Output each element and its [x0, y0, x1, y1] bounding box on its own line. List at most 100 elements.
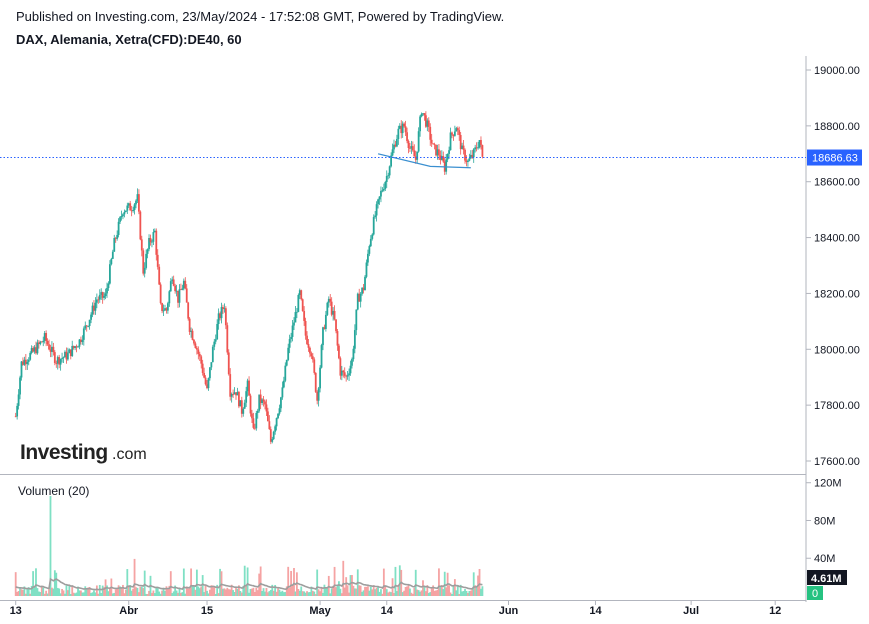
candle [353, 324, 356, 354]
candle [423, 113, 426, 121]
volume-bar [378, 591, 381, 596]
volume-bar [180, 592, 182, 596]
volume-bar [275, 591, 278, 596]
volume-bar [227, 589, 230, 596]
volume-bar [53, 570, 56, 596]
volume-bar [109, 588, 111, 596]
candle [301, 298, 304, 312]
volume-bar [52, 588, 55, 596]
candle [177, 290, 179, 308]
candle [248, 376, 250, 396]
candle [426, 118, 429, 132]
volume-bar [127, 585, 130, 596]
candle [246, 378, 249, 397]
candle [191, 328, 194, 341]
candle [19, 375, 21, 400]
candle [317, 386, 320, 407]
volume-bar [48, 588, 50, 596]
volume-bar [158, 591, 161, 596]
candle [285, 359, 288, 367]
volume-bar [37, 591, 40, 596]
time-tick-label: Jul [683, 605, 699, 617]
volume-bar [313, 591, 316, 596]
candle [313, 357, 316, 375]
volume-bar [230, 584, 233, 596]
candle [197, 346, 200, 360]
volume-bar [132, 588, 135, 596]
candle [397, 125, 400, 145]
volume-bar [62, 590, 65, 596]
volume-bar [382, 568, 385, 596]
volume-bar [387, 592, 390, 596]
volume-bar [369, 586, 372, 596]
candle [262, 396, 265, 407]
candle [458, 126, 461, 141]
candlestick-series [14, 111, 484, 445]
candle [288, 334, 291, 354]
symbol-title: DAX, Alemania, Xetra(CFD):DE40, 60 [16, 32, 242, 47]
candle [417, 127, 420, 153]
volume-bar [203, 592, 206, 596]
volume-bar [469, 590, 472, 596]
price-tick-label: 18400.00 [814, 233, 860, 245]
volume-ma-label: 0 [812, 588, 818, 600]
candle [377, 198, 379, 209]
volume-bar [259, 566, 262, 596]
candle [59, 358, 62, 371]
candle [448, 146, 450, 159]
volume-bar [107, 591, 110, 596]
candle [455, 126, 458, 132]
volume-bar [411, 593, 414, 596]
candle [230, 392, 233, 403]
volume-bar [106, 585, 108, 596]
price-tick-label: 18600.00 [814, 177, 860, 189]
candle [198, 351, 201, 361]
volume-bar [406, 586, 408, 596]
candle [330, 297, 333, 317]
candle [235, 392, 237, 400]
volume-bar [223, 588, 226, 596]
volume-bar [442, 589, 445, 596]
candle [151, 239, 153, 248]
volume-bar [69, 594, 72, 596]
volume-bar [464, 589, 466, 596]
candle [442, 151, 445, 163]
candle [53, 350, 56, 366]
volume-bar [16, 591, 19, 596]
candle [291, 319, 294, 342]
volume-bar [206, 590, 208, 596]
candle [467, 159, 469, 167]
candle [84, 321, 87, 331]
candle [27, 357, 30, 366]
volume-bar [207, 593, 210, 596]
volume-bar [478, 568, 481, 596]
candle [413, 144, 416, 157]
volume-bar [316, 569, 319, 596]
volume-bar [420, 590, 423, 596]
candle [409, 142, 411, 152]
volume-bar [95, 585, 98, 596]
volume-bar [111, 593, 114, 596]
last-price-label: 18686.63 [812, 153, 858, 165]
trendline-drawing[interactable] [377, 153, 471, 169]
candle [459, 131, 462, 155]
volume-bar [14, 572, 17, 596]
volume-bar [465, 590, 468, 596]
volume-bar [68, 584, 71, 596]
volume-bar [64, 593, 66, 596]
volume-bar [472, 572, 475, 596]
candle [335, 319, 337, 334]
volume-bar [424, 591, 427, 596]
candle [449, 127, 452, 151]
candle [394, 140, 397, 148]
volume-bar [340, 593, 343, 596]
volume-bar [343, 587, 346, 596]
candle [311, 352, 314, 363]
volume-bar [17, 591, 20, 596]
candle [367, 249, 369, 266]
candle [33, 345, 36, 354]
candle [256, 408, 259, 419]
candle [329, 294, 332, 306]
candle [338, 343, 340, 360]
